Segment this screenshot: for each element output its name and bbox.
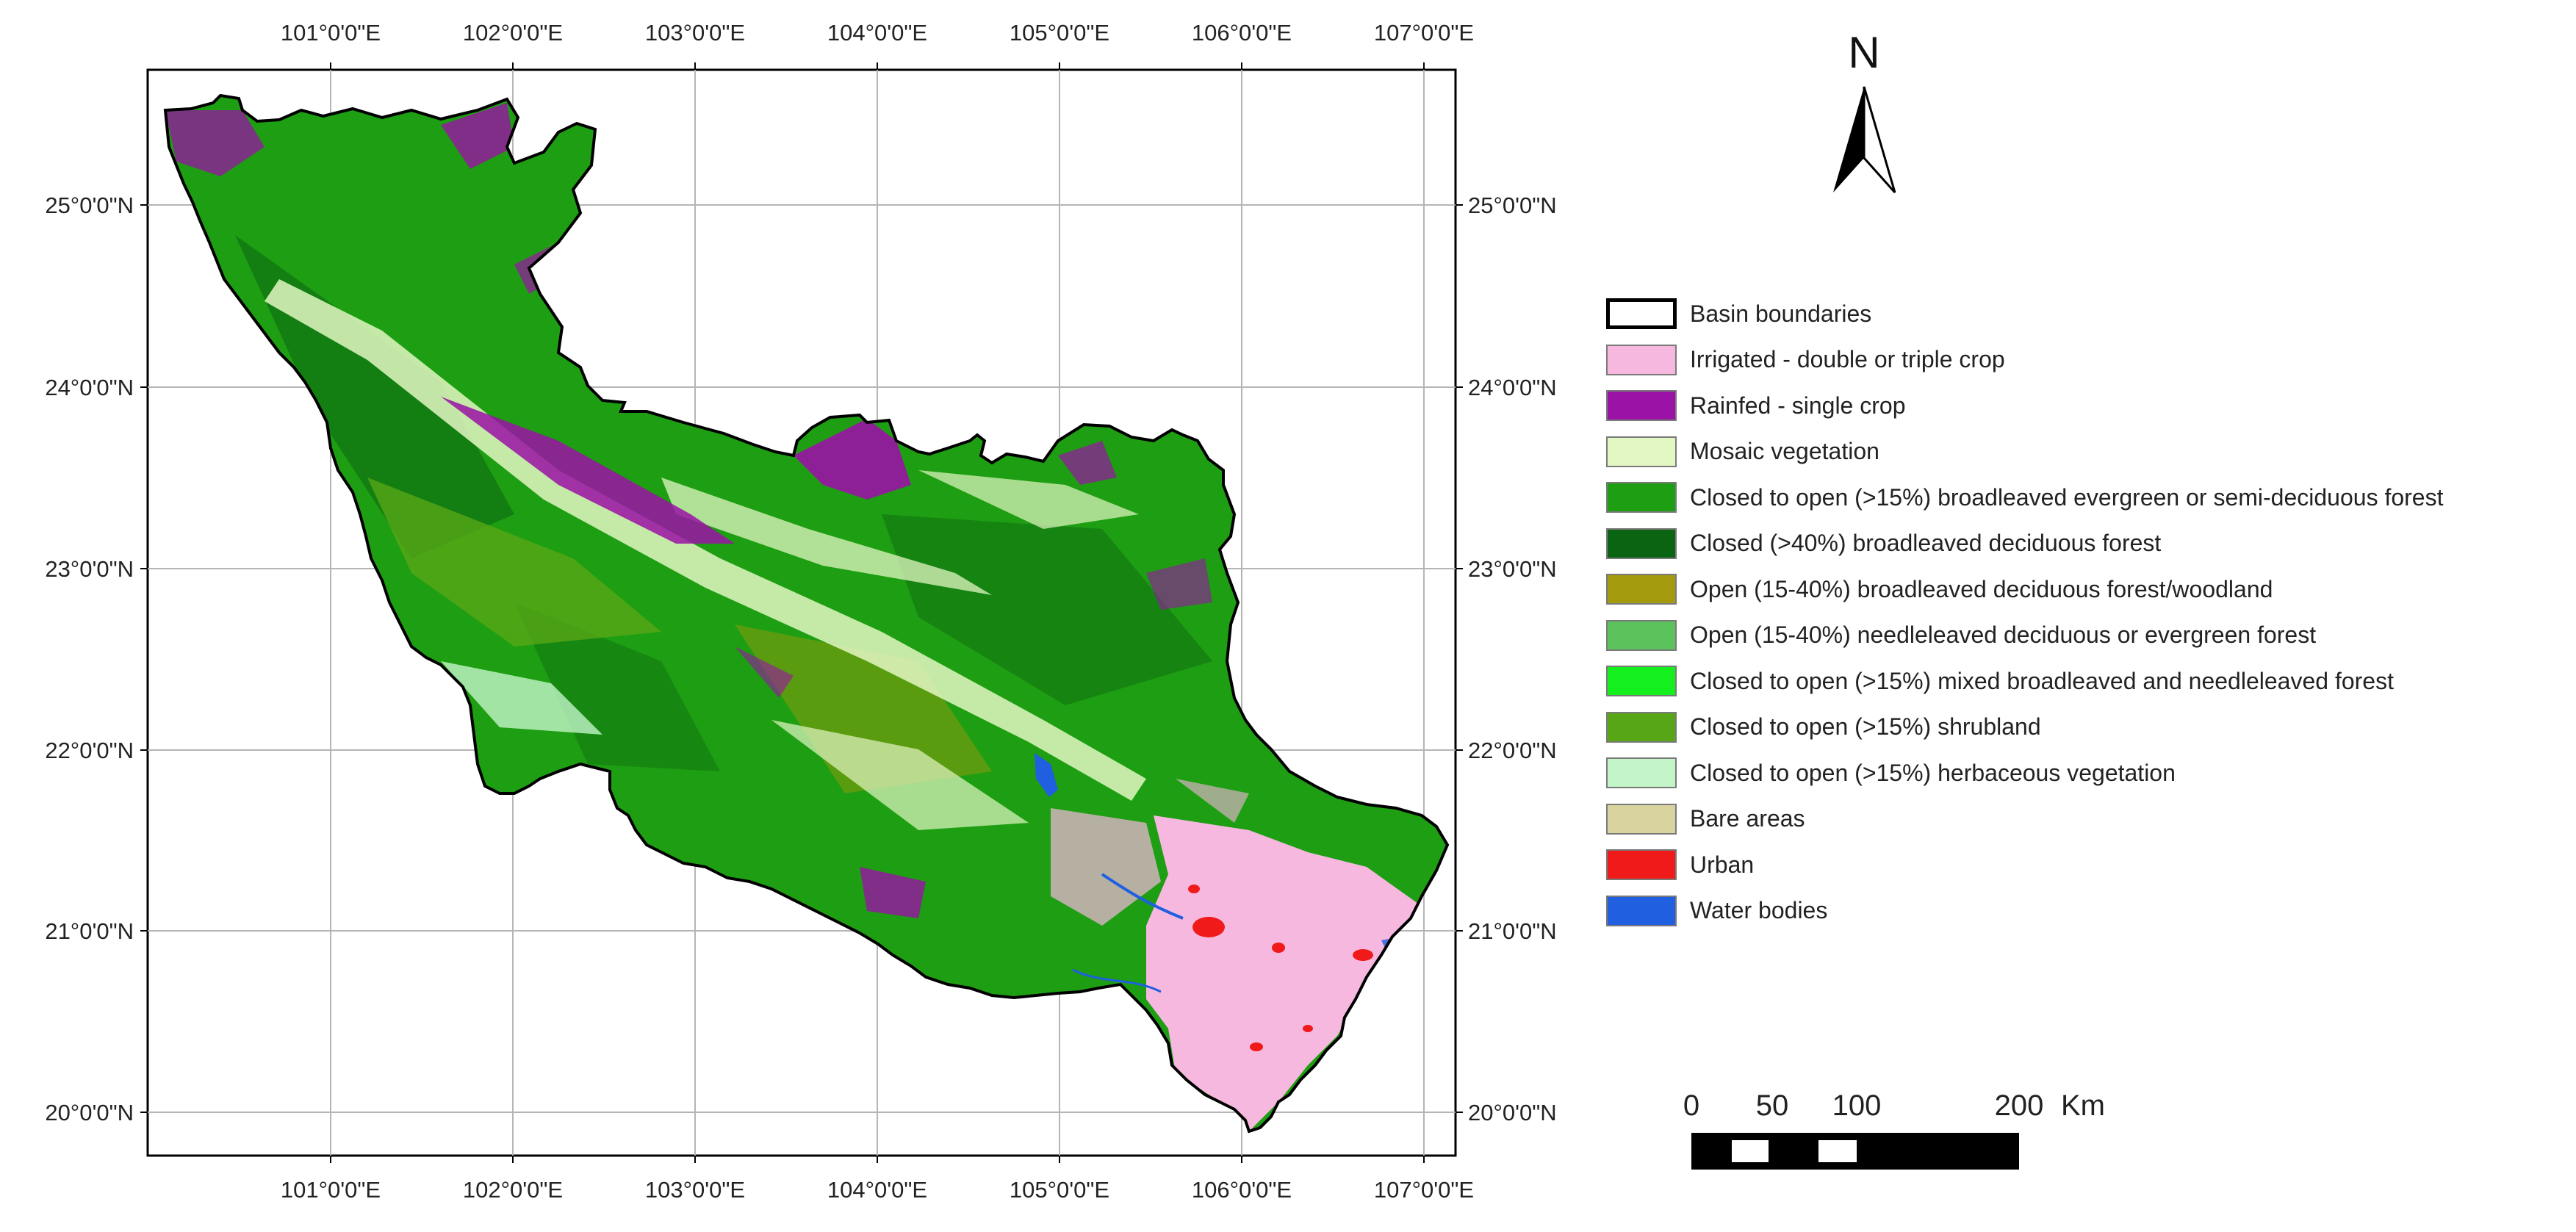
legend-item: Closed to open (>15%) mixed broadleaved … — [1606, 658, 2443, 705]
lat-label: 21°0'0"N — [1468, 918, 1557, 944]
lat-label: 25°0'0"N — [1468, 192, 1557, 218]
legend-item: Closed (>40%) broadleaved deciduous fore… — [1606, 521, 2443, 567]
legend-swatch — [1606, 344, 1677, 375]
legend-label: Closed to open (>15%) mixed broadleaved … — [1690, 667, 2394, 694]
lon-label: 106°0'0"E — [1192, 20, 1292, 46]
legend-swatch — [1606, 436, 1677, 467]
lat-label: 22°0'0"N — [1468, 738, 1557, 763]
legend-label: Urban — [1690, 851, 1755, 878]
scale-label: 100 — [1832, 1089, 1882, 1122]
lat-labels-left: 25°0'0"N 24°0'0"N 23°0'0"N 22°0'0"N 21°0… — [45, 192, 134, 1125]
legend-label: Open (15-40%) needleleaved deciduous or … — [1690, 622, 2317, 649]
lon-labels-top: 101°0'0"E 102°0'0"E 103°0'0"E 104°0'0"E … — [281, 20, 1474, 46]
north-arrow-icon — [1833, 87, 1864, 192]
legend-item: Rainfed - single crop — [1606, 383, 2443, 429]
lon-label: 101°0'0"E — [281, 1177, 381, 1203]
legend-item: Open (15-40%) broadleaved deciduous fore… — [1606, 566, 2443, 613]
legend-label: Water bodies — [1690, 897, 1828, 924]
lat-label: 25°0'0"N — [45, 192, 134, 218]
legend-swatch — [1606, 666, 1677, 697]
legend-item: Urban — [1606, 842, 2443, 888]
legend-swatch — [1606, 390, 1677, 422]
legend-swatch — [1606, 298, 1677, 330]
lon-label: 106°0'0"E — [1192, 1177, 1292, 1203]
lat-label: 20°0'0"N — [1468, 1100, 1557, 1125]
lon-label: 107°0'0"E — [1374, 20, 1474, 46]
frame-ticks — [140, 62, 1463, 1163]
lon-labels-bottom: 101°0'0"E 102°0'0"E 103°0'0"E 104°0'0"E … — [281, 1177, 1474, 1203]
lon-label: 101°0'0"E — [281, 20, 381, 46]
legend-swatch — [1606, 527, 1677, 559]
legend-item: Open (15-40%) needleleaved deciduous or … — [1606, 613, 2443, 659]
lat-label: 24°0'0"N — [45, 375, 134, 400]
legend: Basin boundaries Irrigated - double or tr… — [1606, 291, 2443, 934]
legend-item: Bare areas — [1606, 796, 2443, 843]
legend-item: Closed to open (>15%) shrubland — [1606, 705, 2443, 751]
legend-swatch — [1606, 757, 1677, 789]
lat-label: 20°0'0"N — [45, 1100, 134, 1125]
legend-label: Closed to open (>15%) broadleaved evergr… — [1690, 483, 2444, 511]
legend-label: Open (15-40%) broadleaved deciduous fore… — [1690, 575, 2273, 602]
legend-label: Rainfed - single crop — [1690, 392, 1906, 419]
legend-label: Basin boundaries — [1690, 300, 1872, 327]
legend-swatch — [1606, 711, 1677, 743]
lon-label: 103°0'0"E — [645, 1177, 745, 1203]
lat-label: 24°0'0"N — [1468, 375, 1557, 400]
legend-item: Closed to open (>15%) broadleaved evergr… — [1606, 475, 2443, 521]
lon-label: 107°0'0"E — [1374, 1177, 1474, 1203]
legend-label: Closed to open (>15%) herbaceous vegetat… — [1690, 759, 2176, 786]
legend-swatch — [1606, 895, 1677, 926]
legend-item: Basin boundaries — [1606, 291, 2443, 337]
north-label: N — [1848, 28, 1879, 77]
lat-label: 22°0'0"N — [45, 738, 134, 763]
scale-unit: Km — [2061, 1089, 2105, 1122]
scale-label: 200 — [1995, 1089, 2044, 1122]
lon-label: 105°0'0"E — [1010, 20, 1109, 46]
lon-label: 103°0'0"E — [645, 20, 745, 46]
legend-label: Bare areas — [1690, 805, 1805, 832]
lon-label: 102°0'0"E — [463, 20, 563, 46]
legend-label: Irrigated - double or triple crop — [1690, 346, 2005, 373]
legend-swatch — [1606, 482, 1677, 514]
lon-label: 102°0'0"E — [463, 1177, 563, 1203]
lon-label: 105°0'0"E — [1010, 1177, 1109, 1203]
lat-labels-right: 25°0'0"N 24°0'0"N 23°0'0"N 22°0'0"N 21°0… — [1468, 192, 1557, 1125]
legend-item: Water bodies — [1606, 888, 2443, 934]
scale-label: 50 — [1756, 1089, 1789, 1122]
legend-swatch — [1606, 574, 1677, 605]
legend-swatch — [1606, 803, 1677, 835]
lon-label: 104°0'0"E — [827, 20, 927, 46]
lat-label: 23°0'0"N — [1468, 556, 1557, 582]
north-arrow: N — [1833, 28, 1896, 193]
legend-label: Closed (>40%) broadleaved deciduous fore… — [1690, 530, 2162, 557]
legend-item: Irrigated - double or triple crop — [1606, 337, 2443, 383]
scale-bar: 0 50 100 200 Km — [1683, 1089, 2105, 1170]
lat-label: 23°0'0"N — [45, 556, 134, 582]
legend-swatch — [1606, 849, 1677, 881]
scale-label: 0 — [1683, 1089, 1699, 1122]
legend-swatch — [1606, 619, 1677, 651]
legend-label: Mosaic vegetation — [1690, 438, 1879, 465]
basin-boundary — [163, 93, 1450, 1134]
legend-item: Closed to open (>15%) herbaceous vegetat… — [1606, 750, 2443, 796]
legend-label: Closed to open (>15%) shrubland — [1690, 713, 2041, 741]
lon-label: 104°0'0"E — [827, 1177, 927, 1203]
lat-label: 21°0'0"N — [45, 918, 134, 944]
legend-item: Mosaic vegetation — [1606, 429, 2443, 475]
